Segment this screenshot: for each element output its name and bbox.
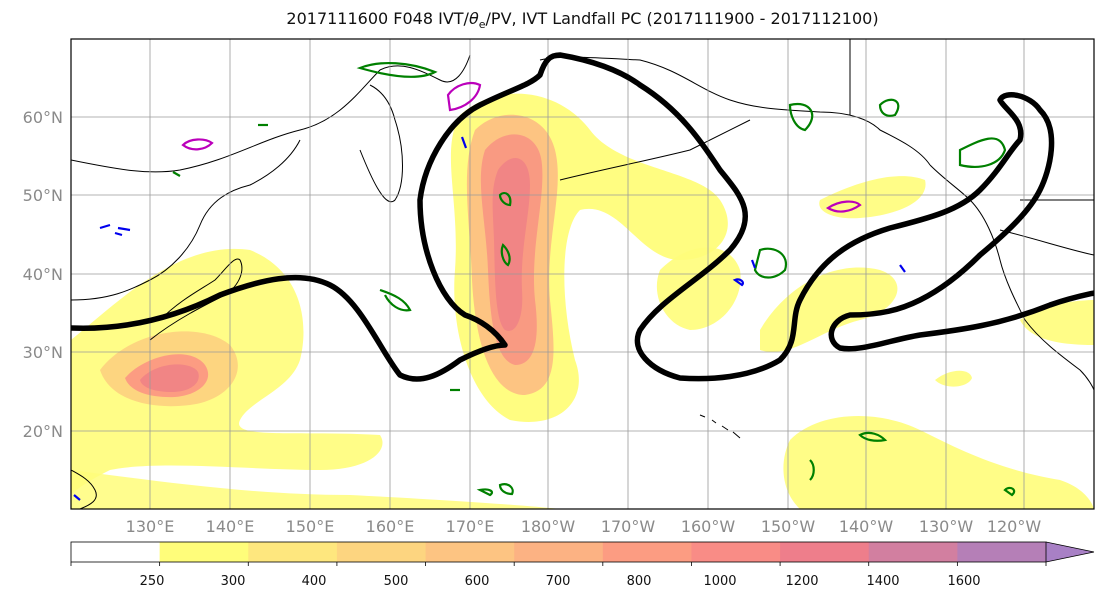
colorbar-label: 300 — [221, 574, 246, 589]
colorbar-frame — [70, 541, 1047, 563]
lon-label: 150°E — [286, 517, 335, 536]
lon-label: 170°W — [601, 517, 656, 536]
colorbar-swatch — [425, 542, 515, 562]
lon-label: 170°E — [446, 517, 495, 536]
colorbar-label: 800 — [627, 574, 652, 589]
colorbar-label: 500 — [384, 574, 409, 589]
lon-label: 130°E — [126, 517, 175, 536]
lat-label: 30°N — [23, 343, 63, 362]
colorbar-swatch — [868, 542, 958, 562]
lon-label: 130°W — [919, 517, 974, 536]
lon-label: 140°W — [839, 517, 894, 536]
lon-label: 120°W — [987, 517, 1042, 536]
latitude-labels: 60°N 50°N 40°N 30°N 20°N — [23, 108, 63, 441]
pv-contours — [73, 81, 906, 501]
colorbar-swatch — [248, 542, 338, 562]
lon-label: 180°W — [521, 517, 576, 536]
chart-title: 2017111600 F048 IVT/θe/PV, IVT Landfall … — [286, 9, 879, 32]
colorbar-swatch — [691, 542, 781, 562]
colorbar-label: 700 — [546, 574, 571, 589]
colorbar-label: 400 — [302, 574, 327, 589]
colorbar-label: 1600 — [947, 574, 980, 589]
lon-label: 160°W — [681, 517, 736, 536]
colorbar: 250 300 400 500 600 700 800 1000 1200 14… — [70, 541, 1095, 589]
longitude-labels: 130°E 140°E 150°E 160°E 170°E 180°W 170°… — [126, 517, 1042, 536]
colorbar-swatch — [71, 542, 161, 562]
landfall-contour — [71, 52, 1094, 382]
lat-label: 20°N — [23, 422, 63, 441]
colorbar-label: 1200 — [785, 574, 818, 589]
colorbar-extend-arrow — [1046, 542, 1094, 562]
colorbar-swatch — [336, 542, 427, 562]
lon-label: 150°W — [761, 517, 816, 536]
theta-contours — [172, 61, 1016, 497]
lon-label: 140°E — [206, 517, 255, 536]
colorbar-label: 1000 — [703, 574, 736, 589]
lat-label: 50°N — [23, 186, 63, 205]
colorbar-label: 250 — [140, 574, 165, 589]
colorbar-swatch — [159, 542, 249, 562]
lon-label: 160°E — [366, 517, 415, 536]
coastlines — [71, 39, 1094, 509]
lat-label: 40°N — [23, 265, 63, 284]
colorbar-label: 600 — [465, 574, 490, 589]
gridlines — [71, 39, 1094, 509]
colorbar-swatch — [602, 542, 692, 562]
colorbar-swatch — [780, 542, 870, 562]
colorbar-swatch — [957, 542, 1047, 562]
map-frame — [70, 38, 1095, 510]
ivt-shading — [71, 93, 1094, 509]
lat-label: 60°N — [23, 108, 63, 127]
colorbar-swatch — [514, 542, 604, 562]
colorbar-label: 1400 — [866, 574, 899, 589]
